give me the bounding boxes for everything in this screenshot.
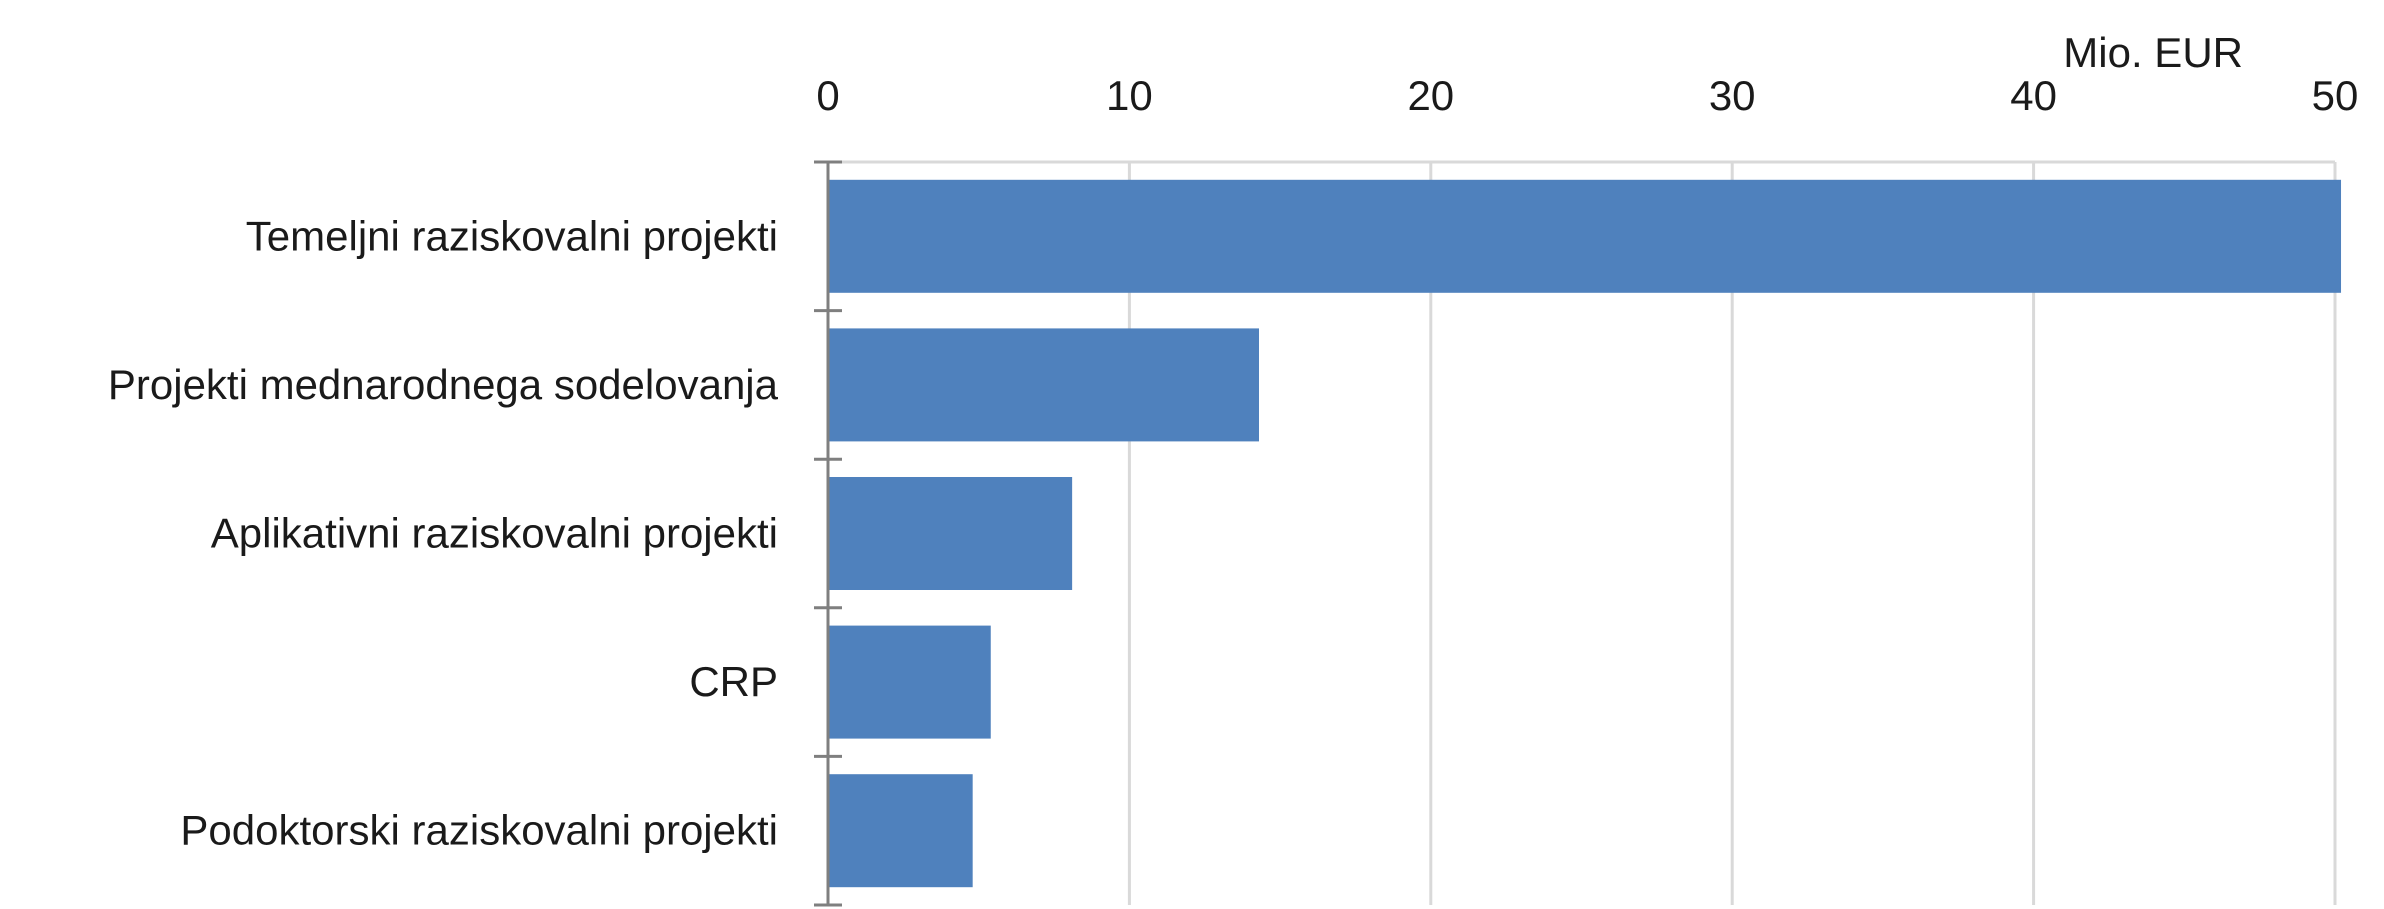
x-tick-label: 40 bbox=[2010, 72, 2057, 119]
bars bbox=[828, 179, 2342, 888]
category-label: Aplikativni raziskovalni projekti bbox=[211, 510, 778, 557]
x-tick-label: 50 bbox=[2312, 72, 2359, 119]
bar bbox=[828, 625, 991, 739]
bar bbox=[828, 774, 973, 888]
category-label: Temeljni raziskovalni projekti bbox=[246, 212, 778, 259]
bar bbox=[828, 179, 2342, 293]
x-tick-label: 0 bbox=[816, 72, 839, 119]
category-label: CRP bbox=[689, 658, 778, 705]
x-tick-label: 10 bbox=[1106, 72, 1153, 119]
unit-label: Mio. EUR bbox=[2063, 29, 2243, 76]
category-label: Projekti mednarodnega sodelovanja bbox=[108, 361, 779, 408]
bar bbox=[828, 328, 1260, 442]
x-tick-label: 30 bbox=[1709, 72, 1756, 119]
category-label: Podoktorski raziskovalni projekti bbox=[180, 807, 778, 854]
category-axis bbox=[814, 160, 842, 907]
bar bbox=[828, 477, 1073, 590]
category-labels: Temeljni raziskovalni projekti Projekti m… bbox=[108, 212, 779, 853]
value-axis-ticks: 0 10 20 30 40 50 bbox=[816, 72, 2358, 119]
x-tick-label: 20 bbox=[1407, 72, 1454, 119]
